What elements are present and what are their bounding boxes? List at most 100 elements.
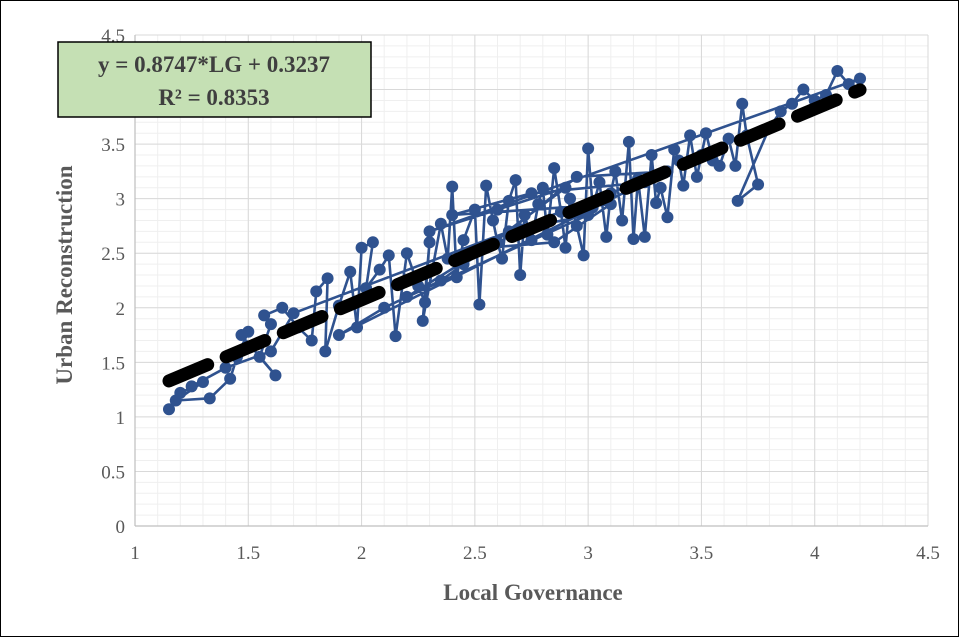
data-point (224, 372, 237, 385)
data-point (203, 392, 216, 405)
data-point (627, 233, 640, 246)
data-point (502, 194, 515, 207)
x-tick-label: 1 (130, 543, 140, 564)
data-point (645, 149, 658, 162)
data-point (344, 265, 357, 278)
y-tick-label: 0.5 (101, 462, 125, 483)
data-point (654, 181, 667, 194)
x-axis-title: Local Governance (443, 580, 623, 605)
data-point (514, 269, 527, 282)
data-point (525, 187, 538, 200)
y-axis-title: Urban Reconstruction (52, 165, 77, 384)
equation-box-background (57, 41, 372, 118)
x-tick-labels: 1 1.5 2 2.5 3 3.5 4 4.5 (130, 543, 940, 564)
data-point (162, 403, 175, 416)
data-point (264, 318, 277, 331)
data-point (661, 211, 674, 224)
y-tick-label: 2.5 (101, 244, 125, 265)
data-point (729, 159, 742, 172)
y-tick-label: 1.5 (101, 353, 125, 374)
data-point (434, 217, 447, 230)
data-point (559, 241, 572, 254)
data-point (400, 247, 413, 260)
trendline-layer (162, 83, 867, 388)
data-point (650, 197, 663, 210)
data-point (235, 329, 248, 342)
data-point (423, 236, 436, 249)
data-point (373, 263, 386, 276)
x-tick-label: 2.5 (463, 543, 487, 564)
data-point (786, 97, 799, 110)
data-point (169, 394, 182, 407)
data-point (797, 83, 810, 96)
data-point (219, 361, 232, 374)
data-point (622, 135, 635, 148)
y-tick-label: 2 (116, 299, 126, 320)
data-point (382, 249, 395, 262)
data-point (570, 170, 583, 183)
data-point (486, 214, 499, 227)
data-point (446, 209, 459, 222)
data-point (419, 296, 432, 309)
x-tick-label: 3 (583, 543, 593, 564)
data-point (400, 290, 413, 303)
equation-text: y = 0.8747*LG + 0.3237 (98, 52, 330, 77)
data-point (831, 65, 844, 78)
data-point (722, 132, 735, 145)
data-point (321, 272, 334, 285)
data-point (616, 214, 629, 227)
data-point (450, 271, 463, 284)
r-squared-text: R² = 0.8353 (158, 85, 269, 110)
data-point (305, 334, 318, 347)
data-point (196, 375, 209, 388)
data-point (351, 321, 364, 334)
data-point (491, 203, 504, 216)
data-point (684, 129, 697, 142)
data-point (253, 350, 266, 363)
data-point (473, 298, 486, 311)
x-tick-label: 2 (357, 543, 367, 564)
data-point (736, 97, 749, 110)
data-point (577, 249, 590, 262)
data-point (609, 165, 622, 178)
data-point (774, 105, 787, 118)
x-tick-label: 4.5 (916, 543, 940, 564)
data-point (638, 230, 651, 243)
data-point (378, 301, 391, 314)
y-tick-label: 3 (116, 190, 126, 211)
trendline (162, 83, 867, 388)
data-point (548, 236, 561, 249)
data-point (582, 142, 595, 155)
data-point (593, 176, 606, 189)
data-point (690, 170, 703, 183)
data-point (269, 369, 282, 382)
data-point (677, 179, 690, 192)
data-point (752, 178, 765, 191)
data-point (536, 181, 549, 194)
data-point (434, 274, 447, 287)
data-point (319, 345, 332, 358)
data-point (468, 203, 481, 216)
data-point (264, 345, 277, 358)
data-point (668, 143, 681, 156)
data-point (548, 162, 561, 175)
data-point (185, 380, 198, 393)
data-point (854, 72, 867, 85)
data-point (480, 179, 493, 192)
data-point (713, 159, 726, 172)
data-point (276, 301, 289, 314)
data-point (416, 314, 429, 327)
data-point (389, 330, 402, 343)
data-point (731, 194, 744, 207)
data-point (559, 181, 572, 194)
data-point (518, 209, 531, 222)
data-point (355, 241, 368, 254)
data-point (446, 180, 459, 193)
y-tick-label: 1 (116, 408, 126, 429)
data-point (332, 329, 345, 342)
x-tick-label: 3.5 (690, 543, 714, 564)
data-point (287, 307, 300, 320)
data-point (423, 225, 436, 238)
x-tick-label: 1.5 (236, 543, 260, 564)
